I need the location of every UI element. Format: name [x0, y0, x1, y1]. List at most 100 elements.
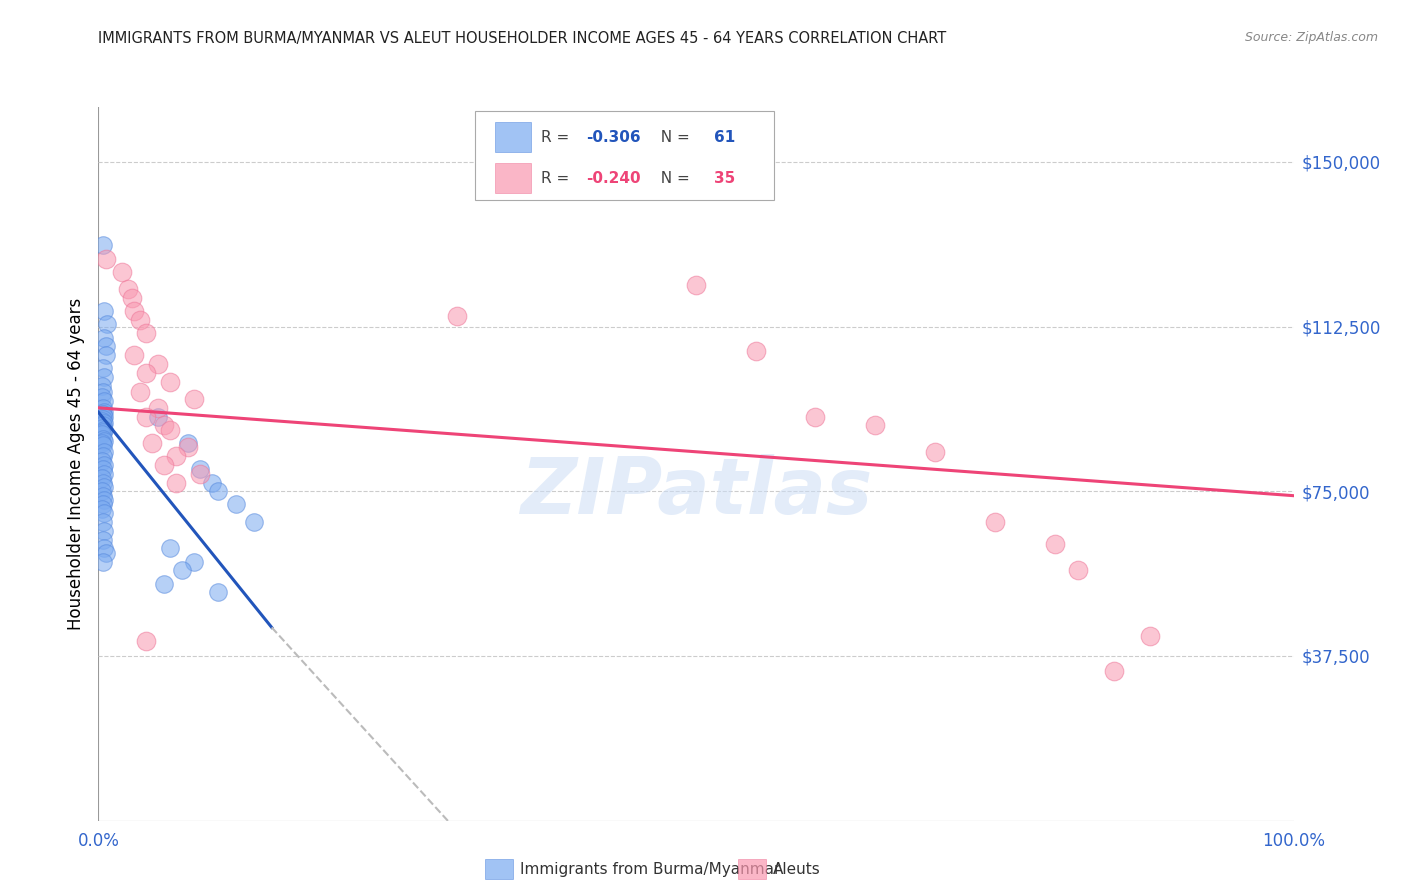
Point	[91, 462, 114, 476]
Point	[159, 541, 181, 556]
Point	[984, 515, 1007, 529]
Point	[93, 423, 115, 437]
Point	[93, 467, 115, 481]
Point	[91, 432, 114, 446]
Text: -0.306: -0.306	[586, 129, 641, 145]
Point	[135, 633, 157, 648]
Point	[93, 524, 115, 538]
Point	[93, 434, 115, 448]
Point	[94, 339, 117, 353]
Point	[91, 361, 114, 376]
Text: 35: 35	[714, 170, 735, 186]
Point	[91, 412, 114, 426]
Point	[94, 252, 117, 266]
Point	[117, 282, 139, 296]
Point	[93, 405, 115, 419]
Point	[172, 563, 194, 577]
Text: -0.240: -0.240	[586, 170, 641, 186]
Point	[124, 348, 146, 362]
Text: Immigrants from Burma/Myanmar: Immigrants from Burma/Myanmar	[520, 863, 780, 877]
Point	[91, 390, 114, 404]
Bar	[495, 163, 531, 194]
Point	[804, 409, 827, 424]
Point	[745, 343, 768, 358]
Point	[148, 401, 170, 415]
Point	[93, 458, 115, 472]
Point	[93, 541, 115, 556]
Point	[165, 475, 187, 490]
Point	[91, 471, 114, 485]
Point	[93, 480, 115, 494]
Point	[94, 348, 117, 362]
Point	[91, 418, 114, 433]
Point	[177, 441, 200, 455]
Point	[91, 238, 114, 252]
Point	[177, 436, 200, 450]
Point	[91, 515, 114, 529]
Point	[91, 425, 114, 439]
Text: ZIPatlas: ZIPatlas	[520, 454, 872, 531]
Point	[91, 436, 114, 450]
Point	[863, 418, 887, 433]
Point	[96, 318, 118, 332]
Point	[243, 515, 266, 529]
Point	[207, 484, 229, 499]
Point	[93, 506, 115, 520]
Point	[141, 436, 163, 450]
Point	[135, 366, 157, 380]
Point	[225, 498, 247, 512]
Point	[91, 379, 114, 393]
Text: Aleuts: Aleuts	[773, 863, 821, 877]
Text: 61: 61	[714, 129, 735, 145]
Point	[91, 555, 114, 569]
Point	[93, 409, 115, 424]
Point	[188, 467, 211, 481]
Y-axis label: Householder Income Ages 45 - 64 years: Householder Income Ages 45 - 64 years	[66, 298, 84, 630]
FancyBboxPatch shape	[475, 111, 773, 200]
Point	[91, 484, 114, 499]
Point	[1043, 537, 1066, 551]
Point	[207, 585, 229, 599]
Point	[91, 489, 114, 503]
Point	[201, 475, 224, 490]
Point	[165, 449, 187, 463]
Text: N =: N =	[651, 170, 695, 186]
Point	[129, 313, 152, 327]
Point	[91, 420, 114, 434]
Text: N =: N =	[651, 129, 695, 145]
Point	[188, 462, 211, 476]
Point	[153, 458, 176, 472]
Point	[93, 304, 115, 318]
Point	[91, 438, 114, 452]
Point	[91, 501, 114, 516]
Point	[91, 453, 114, 467]
Point	[1067, 563, 1090, 577]
Point	[91, 427, 114, 442]
Point	[1102, 665, 1125, 679]
Point	[94, 546, 117, 560]
Point	[129, 385, 152, 400]
Point	[91, 533, 114, 547]
Bar	[495, 122, 531, 153]
Point	[91, 401, 114, 415]
Point	[111, 265, 134, 279]
Text: R =: R =	[540, 170, 574, 186]
Point	[148, 357, 170, 371]
Point	[91, 475, 114, 490]
Point	[159, 375, 181, 389]
Point	[1139, 629, 1161, 643]
Point	[685, 277, 707, 292]
Point	[135, 409, 157, 424]
Point	[93, 370, 115, 384]
Point	[93, 330, 115, 344]
Point	[159, 423, 181, 437]
Point	[93, 394, 115, 409]
Point	[93, 444, 115, 458]
Point	[121, 291, 143, 305]
Point	[148, 409, 170, 424]
Point	[153, 576, 176, 591]
Point	[91, 414, 114, 428]
Text: Source: ZipAtlas.com: Source: ZipAtlas.com	[1244, 31, 1378, 45]
Point	[124, 304, 146, 318]
Point	[93, 416, 115, 430]
